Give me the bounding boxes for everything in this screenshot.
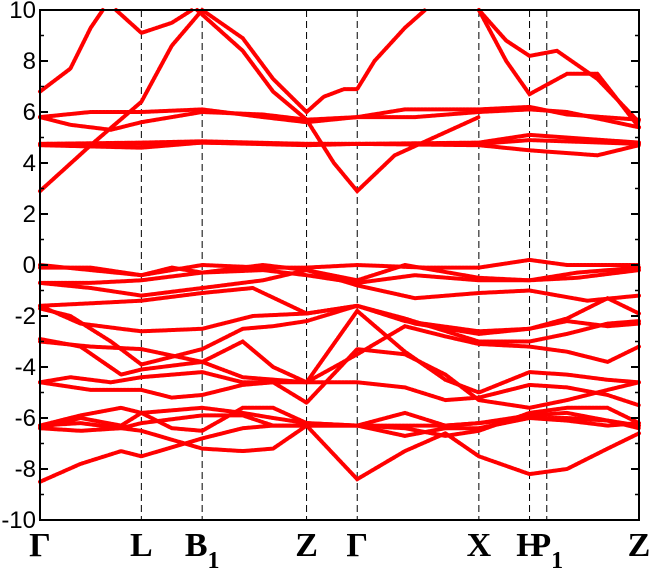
kpoint-label: B1 bbox=[185, 527, 220, 570]
y-tick-label: -2 bbox=[15, 303, 36, 330]
y-tick-label: -8 bbox=[15, 456, 36, 483]
band-line bbox=[38, 307, 641, 395]
band-line bbox=[38, 7, 428, 194]
band-line bbox=[38, 104, 641, 132]
kpoint-label: H bbox=[516, 527, 542, 564]
band-line bbox=[38, 347, 641, 410]
band-line bbox=[38, 8, 105, 94]
band-line bbox=[38, 295, 641, 367]
kpoint-label: Γ bbox=[29, 527, 51, 564]
y-tick-label: 0 bbox=[23, 252, 36, 279]
kpoint-label: Z bbox=[628, 527, 651, 564]
kpoint-label: Γ bbox=[346, 527, 368, 564]
y-tick-label: -10 bbox=[1, 507, 36, 534]
axis-ticks bbox=[40, 9, 639, 521]
band-line bbox=[38, 303, 641, 344]
x-tick-labels: Γ L B1 Z Γ X HP1 Z bbox=[29, 527, 650, 570]
kpoint-label: Z bbox=[295, 527, 318, 564]
band-line bbox=[38, 268, 641, 303]
band-line bbox=[38, 423, 641, 484]
band-line bbox=[38, 324, 641, 385]
band-series bbox=[38, 7, 641, 484]
band-line bbox=[38, 416, 641, 454]
y-tick-label: -4 bbox=[15, 354, 36, 381]
kpoint-label: P1 bbox=[530, 527, 563, 570]
kpoint-label: X bbox=[467, 527, 492, 564]
y-tick-labels: 10 8 6 4 2 0 -2 -4 -6 -8 -10 bbox=[1, 0, 36, 534]
band-line bbox=[195, 8, 481, 195]
band-line bbox=[476, 8, 641, 125]
y-tick-label: 2 bbox=[23, 201, 36, 228]
y-tick-label: 6 bbox=[23, 99, 36, 126]
y-tick-label: 10 bbox=[9, 0, 36, 24]
band-line bbox=[114, 8, 194, 36]
y-tick-label: 4 bbox=[23, 150, 36, 177]
band-line bbox=[38, 370, 641, 408]
y-tick-label: 8 bbox=[23, 48, 36, 75]
band-line bbox=[38, 140, 641, 158]
kpoint-label: L bbox=[130, 527, 153, 564]
band-line bbox=[476, 8, 641, 130]
y-tick-label: -6 bbox=[15, 405, 36, 432]
